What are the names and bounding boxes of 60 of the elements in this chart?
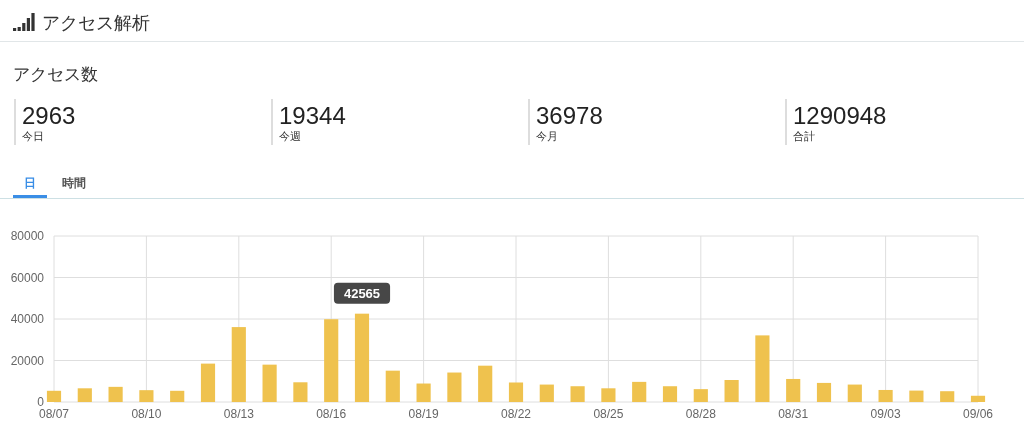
- bar: [170, 390, 185, 402]
- x-tick-label: 08/31: [778, 407, 809, 421]
- bar: [262, 364, 277, 402]
- text: 2963: [22, 102, 76, 129]
- x-tick-label: 08/16: [316, 407, 347, 421]
- x-tick-label: 08/22: [500, 407, 532, 421]
- y-tick-label: 0: [37, 395, 45, 409]
- bar: [632, 381, 647, 402]
- x-tick-label: 09/03: [870, 407, 901, 421]
- bar: [847, 384, 862, 402]
- bar: [77, 388, 92, 402]
- bar: [108, 386, 123, 402]
- bar: [909, 390, 924, 402]
- y-tick-label: 40000: [10, 312, 45, 326]
- data-label: 42565: [343, 285, 381, 301]
- x-tick-label: 08/25: [593, 407, 624, 421]
- text: 19344: [279, 102, 346, 129]
- bar: [940, 391, 955, 402]
- text: 1290948: [793, 102, 887, 129]
- bar: [724, 380, 739, 402]
- text: 今日: [22, 130, 44, 142]
- y-tick-label: 60000: [10, 270, 45, 285]
- x-tick-label: 09/06: [962, 407, 994, 421]
- bar: [293, 382, 308, 402]
- bar: [816, 382, 832, 402]
- bar: [46, 390, 62, 402]
- x-tick-label: 08/13: [223, 407, 255, 421]
- bar: [508, 382, 524, 402]
- bar: [601, 388, 616, 402]
- y-tick-label: 80000: [10, 229, 45, 243]
- bar: [539, 384, 554, 402]
- text: 時間: [62, 176, 86, 190]
- text: 日: [24, 176, 36, 190]
- bar: [139, 390, 154, 402]
- bar: [447, 372, 462, 402]
- bar: [786, 378, 801, 402]
- bar: [200, 363, 216, 402]
- bar: [970, 395, 986, 402]
- bar: [693, 389, 708, 402]
- x-tick-label: 08/10: [131, 407, 162, 421]
- bar: [755, 335, 770, 402]
- bar: [354, 313, 370, 402]
- text: 今月: [536, 130, 558, 142]
- text: アクセス数: [13, 65, 98, 84]
- bar: [231, 327, 246, 402]
- text: 36978: [536, 102, 603, 129]
- x-tick-label: 08/28: [685, 407, 717, 421]
- bar: [878, 389, 893, 402]
- text: アクセス解析: [42, 13, 150, 33]
- text: 今週: [279, 130, 301, 142]
- bar: [324, 319, 339, 402]
- bar: [385, 370, 400, 402]
- bar: [662, 386, 678, 402]
- bar: [570, 386, 585, 402]
- x-tick-label: 08/07: [38, 407, 70, 421]
- y-tick-label: 20000: [10, 353, 45, 368]
- text: 合計: [793, 130, 815, 142]
- bar: [478, 365, 493, 402]
- x-tick-label: 08/19: [408, 407, 439, 421]
- bar: [416, 383, 431, 402]
